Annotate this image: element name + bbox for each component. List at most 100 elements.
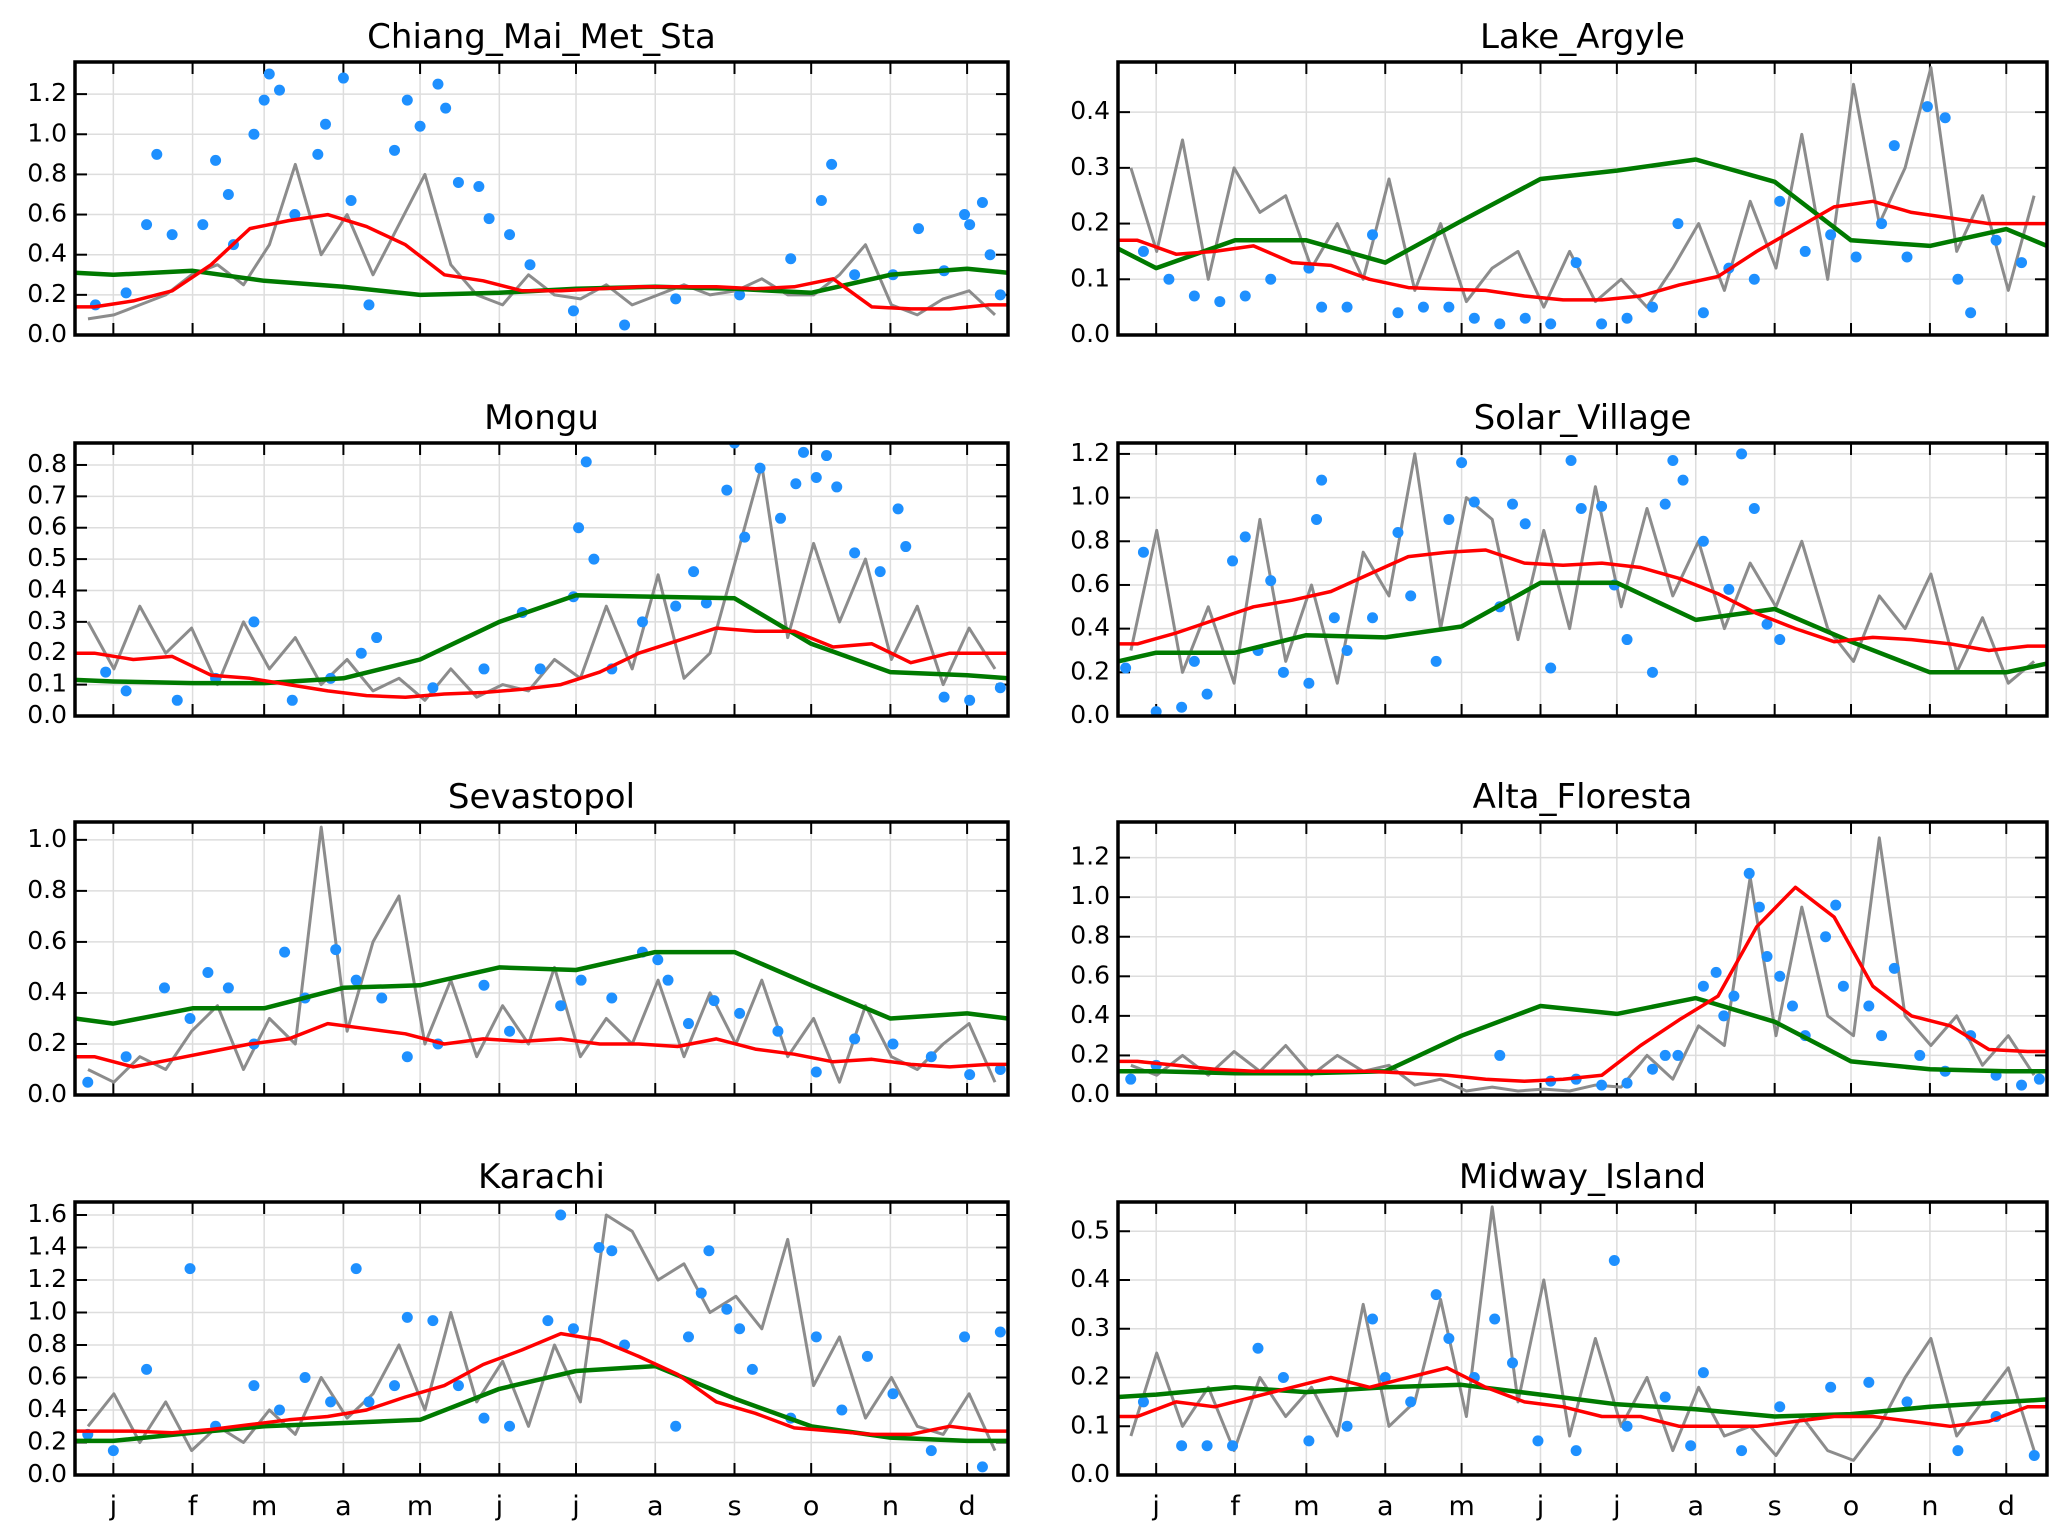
observation-point	[202, 967, 214, 979]
observation-point	[1914, 1049, 1926, 1061]
observation-point	[1468, 312, 1480, 324]
observation-point	[258, 94, 270, 106]
y-tick-label: 0.8	[27, 449, 67, 478]
observation-point	[184, 1263, 196, 1275]
observation-point	[1367, 1313, 1379, 1325]
observation-point	[734, 1007, 746, 1019]
observation-point	[821, 450, 833, 462]
observation-point	[263, 68, 275, 80]
subplot-title: Karachi	[478, 1157, 605, 1197]
observation-point	[836, 1404, 848, 1416]
y-tick-label: 1.2	[27, 78, 67, 107]
observation-point	[542, 1315, 554, 1327]
observation-point	[184, 1012, 196, 1024]
observation-point	[1820, 931, 1832, 943]
x-tick-label-month: s	[727, 1491, 741, 1522]
observation-point	[1188, 655, 1200, 667]
y-tick-label: 0.1	[1070, 263, 1110, 292]
observation-point	[504, 229, 516, 241]
observation-point	[401, 94, 413, 106]
observation-point	[1672, 218, 1684, 230]
y-tick-label: 0.2	[1070, 656, 1110, 685]
observation-point	[452, 1380, 464, 1392]
y-tick-label: 0.6	[1070, 569, 1110, 598]
x-tick-label-month: f	[188, 1491, 199, 1522]
observation-point	[363, 299, 375, 311]
series-line-green	[75, 592, 1008, 686]
observation-point	[1952, 273, 1964, 285]
observation-point	[619, 319, 631, 331]
observation-point	[1201, 688, 1213, 700]
y-tick-label: 0.6	[27, 926, 67, 955]
observation-point	[1965, 307, 1977, 319]
observation-point	[345, 195, 357, 207]
observation-point	[1443, 1333, 1455, 1344]
y-tick-label: 0.4	[27, 1394, 67, 1423]
series-line-red	[75, 1331, 1008, 1437]
observation-point	[440, 102, 452, 114]
observation-point	[1239, 531, 1251, 543]
observation-point	[994, 289, 1006, 301]
series-line-gray	[87, 162, 997, 321]
observation-point	[892, 503, 904, 515]
observation-point	[427, 1315, 439, 1327]
observation-point	[1621, 1077, 1633, 1089]
observation-point	[567, 305, 579, 317]
y-tick-label: 1.0	[27, 1297, 67, 1326]
subplot-title: Solar_Village	[1474, 398, 1692, 438]
observation-point	[721, 484, 733, 496]
observation-point	[567, 1323, 579, 1335]
y-tick-label: 0.8	[27, 875, 67, 904]
observation-point	[1494, 318, 1506, 330]
observation-point	[2016, 257, 2028, 269]
x-tick-label-month: n	[882, 1491, 899, 1522]
observation-point	[1468, 496, 1480, 508]
x-tick-label-month: m	[251, 1491, 277, 1522]
observation-point	[1621, 634, 1633, 646]
observation-point	[427, 682, 439, 694]
observation-point	[976, 1461, 988, 1473]
observation-point	[959, 1331, 971, 1343]
subplot-title: Mongu	[484, 398, 599, 438]
observation-point	[279, 946, 291, 958]
observation-point	[248, 616, 260, 628]
y-tick-label: 1.2	[1070, 438, 1110, 467]
observation-point	[401, 1051, 413, 1063]
observation-point	[1659, 1391, 1671, 1403]
observation-point	[925, 1445, 937, 1457]
observation-point	[994, 682, 1006, 694]
observation-point	[1545, 662, 1557, 674]
x-tick-label-month: m	[407, 1491, 433, 1522]
observation-point	[389, 144, 401, 156]
observation-point	[670, 600, 682, 612]
observation-point	[1697, 307, 1709, 319]
observation-point	[1201, 1440, 1213, 1452]
observation-point	[1443, 513, 1455, 525]
series-line-red	[1118, 1366, 2047, 1429]
observation-point	[1863, 1376, 1875, 1388]
y-tick-label: 0.4	[1070, 613, 1110, 642]
observation-point	[976, 197, 988, 209]
y-tick-label: 0.7	[27, 480, 67, 509]
y-tick-label: 0.6	[27, 1362, 67, 1391]
observation-point	[849, 547, 861, 559]
subplot-sevastopol: Sevastopol 0.0 0.2 0.4 0.6 0.8 1.0	[27, 777, 1010, 1108]
observation-point	[1736, 1445, 1748, 1457]
observation-point	[785, 253, 797, 265]
series-line-green	[1118, 157, 2047, 271]
y-tick-label: 0.2	[1070, 1362, 1110, 1391]
observation-point	[1753, 901, 1765, 913]
observation-point	[350, 1263, 362, 1275]
observation-point	[1570, 1445, 1582, 1457]
observation-point	[1120, 662, 1132, 674]
observation-point	[1405, 1396, 1417, 1408]
observation-point	[688, 566, 700, 578]
series-line-red	[1118, 548, 2047, 653]
y-tick-label: 0.3	[1070, 152, 1110, 181]
series-line-red	[1118, 885, 2047, 1083]
x-tick-label-month: j	[109, 1491, 118, 1522]
y-tick-label: 1.0	[27, 118, 67, 147]
x-tick-label-month: a	[335, 1491, 352, 1522]
observation-point	[815, 195, 827, 207]
y-tick-label: 0.3	[1070, 1313, 1110, 1342]
